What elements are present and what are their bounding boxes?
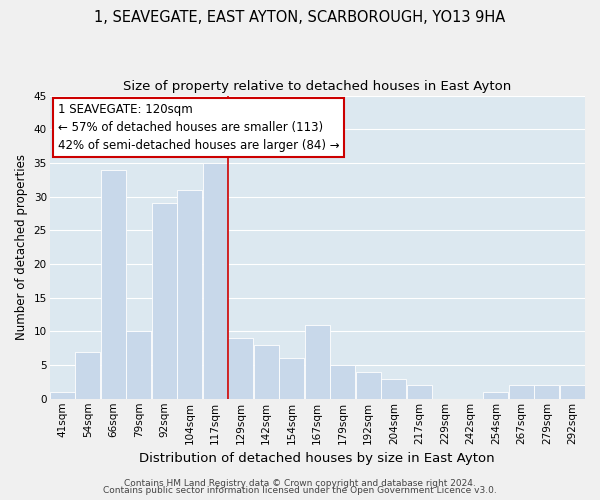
Bar — [203, 163, 228, 399]
Bar — [229, 338, 253, 399]
Bar — [381, 378, 406, 399]
Bar — [305, 324, 330, 399]
Text: 1, SEAVEGATE, EAST AYTON, SCARBOROUGH, YO13 9HA: 1, SEAVEGATE, EAST AYTON, SCARBOROUGH, Y… — [94, 10, 506, 25]
X-axis label: Distribution of detached houses by size in East Ayton: Distribution of detached houses by size … — [139, 452, 495, 465]
Bar — [407, 386, 432, 399]
Title: Size of property relative to detached houses in East Ayton: Size of property relative to detached ho… — [123, 80, 511, 93]
Bar — [254, 345, 279, 399]
Y-axis label: Number of detached properties: Number of detached properties — [15, 154, 28, 340]
Bar — [101, 170, 126, 399]
Text: Contains HM Land Registry data © Crown copyright and database right 2024.: Contains HM Land Registry data © Crown c… — [124, 478, 476, 488]
Bar — [534, 386, 559, 399]
Bar — [127, 332, 151, 399]
Bar — [356, 372, 381, 399]
Text: Contains public sector information licensed under the Open Government Licence v3: Contains public sector information licen… — [103, 486, 497, 495]
Bar — [76, 352, 100, 399]
Text: 1 SEAVEGATE: 120sqm
← 57% of detached houses are smaller (113)
42% of semi-detac: 1 SEAVEGATE: 120sqm ← 57% of detached ho… — [58, 103, 339, 152]
Bar — [330, 365, 355, 399]
Bar — [178, 190, 202, 399]
Bar — [152, 204, 177, 399]
Bar — [560, 386, 585, 399]
Bar — [509, 386, 534, 399]
Bar — [483, 392, 508, 399]
Bar — [50, 392, 75, 399]
Bar — [280, 358, 304, 399]
